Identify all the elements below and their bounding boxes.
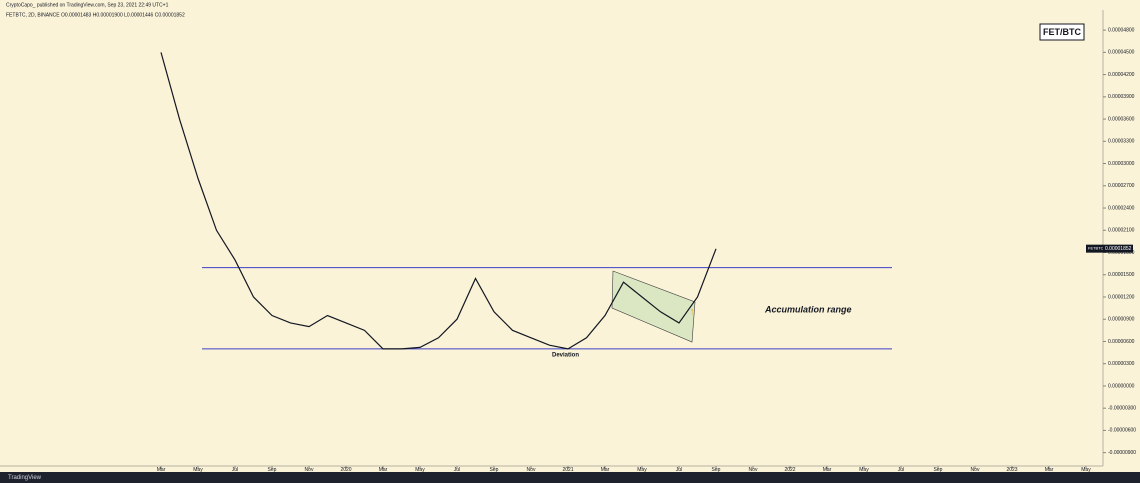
chart-title: FET/BTC (1043, 27, 1081, 37)
x-tick-label: Jul (454, 467, 460, 473)
x-tick-label: 2021 (562, 467, 573, 473)
y-tick-label: -0.00000900 (1108, 450, 1136, 456)
y-tick-label: 0.00004800 (1108, 27, 1135, 33)
y-tick-label: 0.00002700 (1108, 183, 1135, 189)
x-tick-label: Jul (232, 467, 238, 473)
y-tick-label: 0.00000600 (1108, 339, 1135, 345)
y-tick-label: 0.00000300 (1108, 361, 1135, 367)
y-tick-label: 0.00003600 (1108, 116, 1135, 122)
y-tick-label: 0.00001800 (1108, 250, 1135, 256)
x-tick-label: Nov (527, 467, 536, 473)
y-tick-label: 0.00002100 (1108, 228, 1135, 234)
x-tick-label: 2020 (340, 467, 351, 473)
x-tick-label: Mar (157, 467, 166, 473)
y-tick-label: 0.00003000 (1108, 161, 1135, 167)
x-tick-label: Mar (823, 467, 832, 473)
y-tick-label: 0.00000000 (1108, 383, 1135, 389)
x-tick-label: May (859, 467, 869, 473)
y-tick-label: 0.00001500 (1108, 272, 1135, 278)
annotation: Accumulation range (764, 304, 852, 314)
x-tick-label: Nov (305, 467, 314, 473)
x-tick-label: Mar (601, 467, 610, 473)
y-tick-label: 0.00003300 (1108, 139, 1135, 145)
y-tick-label: 0.00003900 (1108, 94, 1135, 100)
x-tick-label: Sep (268, 467, 277, 473)
x-tick-label: Sep (934, 467, 943, 473)
price-line (160, 52, 717, 350)
footer-bar (0, 472, 1140, 483)
x-tick-label: May (1081, 467, 1091, 473)
x-tick-label: Nov (749, 467, 758, 473)
title-box (1039, 23, 1085, 41)
arrow: ↑ (690, 307, 695, 318)
y-tick-label: 0.00000900 (1108, 317, 1135, 323)
x-tick-label: Sep (712, 467, 721, 473)
x-tick-label: 2023 (1006, 467, 1017, 473)
x-tick-label: Jul (898, 467, 904, 473)
y-tick-label: 0.00004200 (1108, 72, 1135, 78)
annotation: Deviation (552, 353, 579, 359)
x-tick-label: Jul (676, 467, 682, 473)
price-box (1103, 244, 1133, 253)
x-tick-label: May (415, 467, 425, 473)
subtitle: FETBTC, 2D, BINANCE O0.00001483 H0.00001… (6, 12, 185, 18)
header: CryptoCapo_ published on TradingView.com… (6, 2, 169, 8)
y-tick-label: -0.00000600 (1108, 428, 1136, 434)
y-tick-label: 0.00004500 (1108, 50, 1135, 56)
y-tick-label: 0.00001200 (1108, 294, 1135, 300)
x-tick-label: Nov (971, 467, 980, 473)
x-tick-label: 2022 (784, 467, 795, 473)
x-tick-label: May (193, 467, 203, 473)
y-tick-label: -0.00000300 (1108, 406, 1136, 412)
footer: TradingView (8, 475, 42, 481)
x-tick-label: Sep (490, 467, 499, 473)
x-tick-label: May (637, 467, 647, 473)
symbol-label: FETBTC (1088, 246, 1104, 251)
price-label: 0.00001852 (1105, 246, 1132, 252)
symbol-box (1086, 244, 1103, 253)
x-tick-label: Mar (1045, 467, 1054, 473)
x-tick-label: Mar (379, 467, 388, 473)
y-tick-label: 0.00002400 (1108, 205, 1135, 211)
